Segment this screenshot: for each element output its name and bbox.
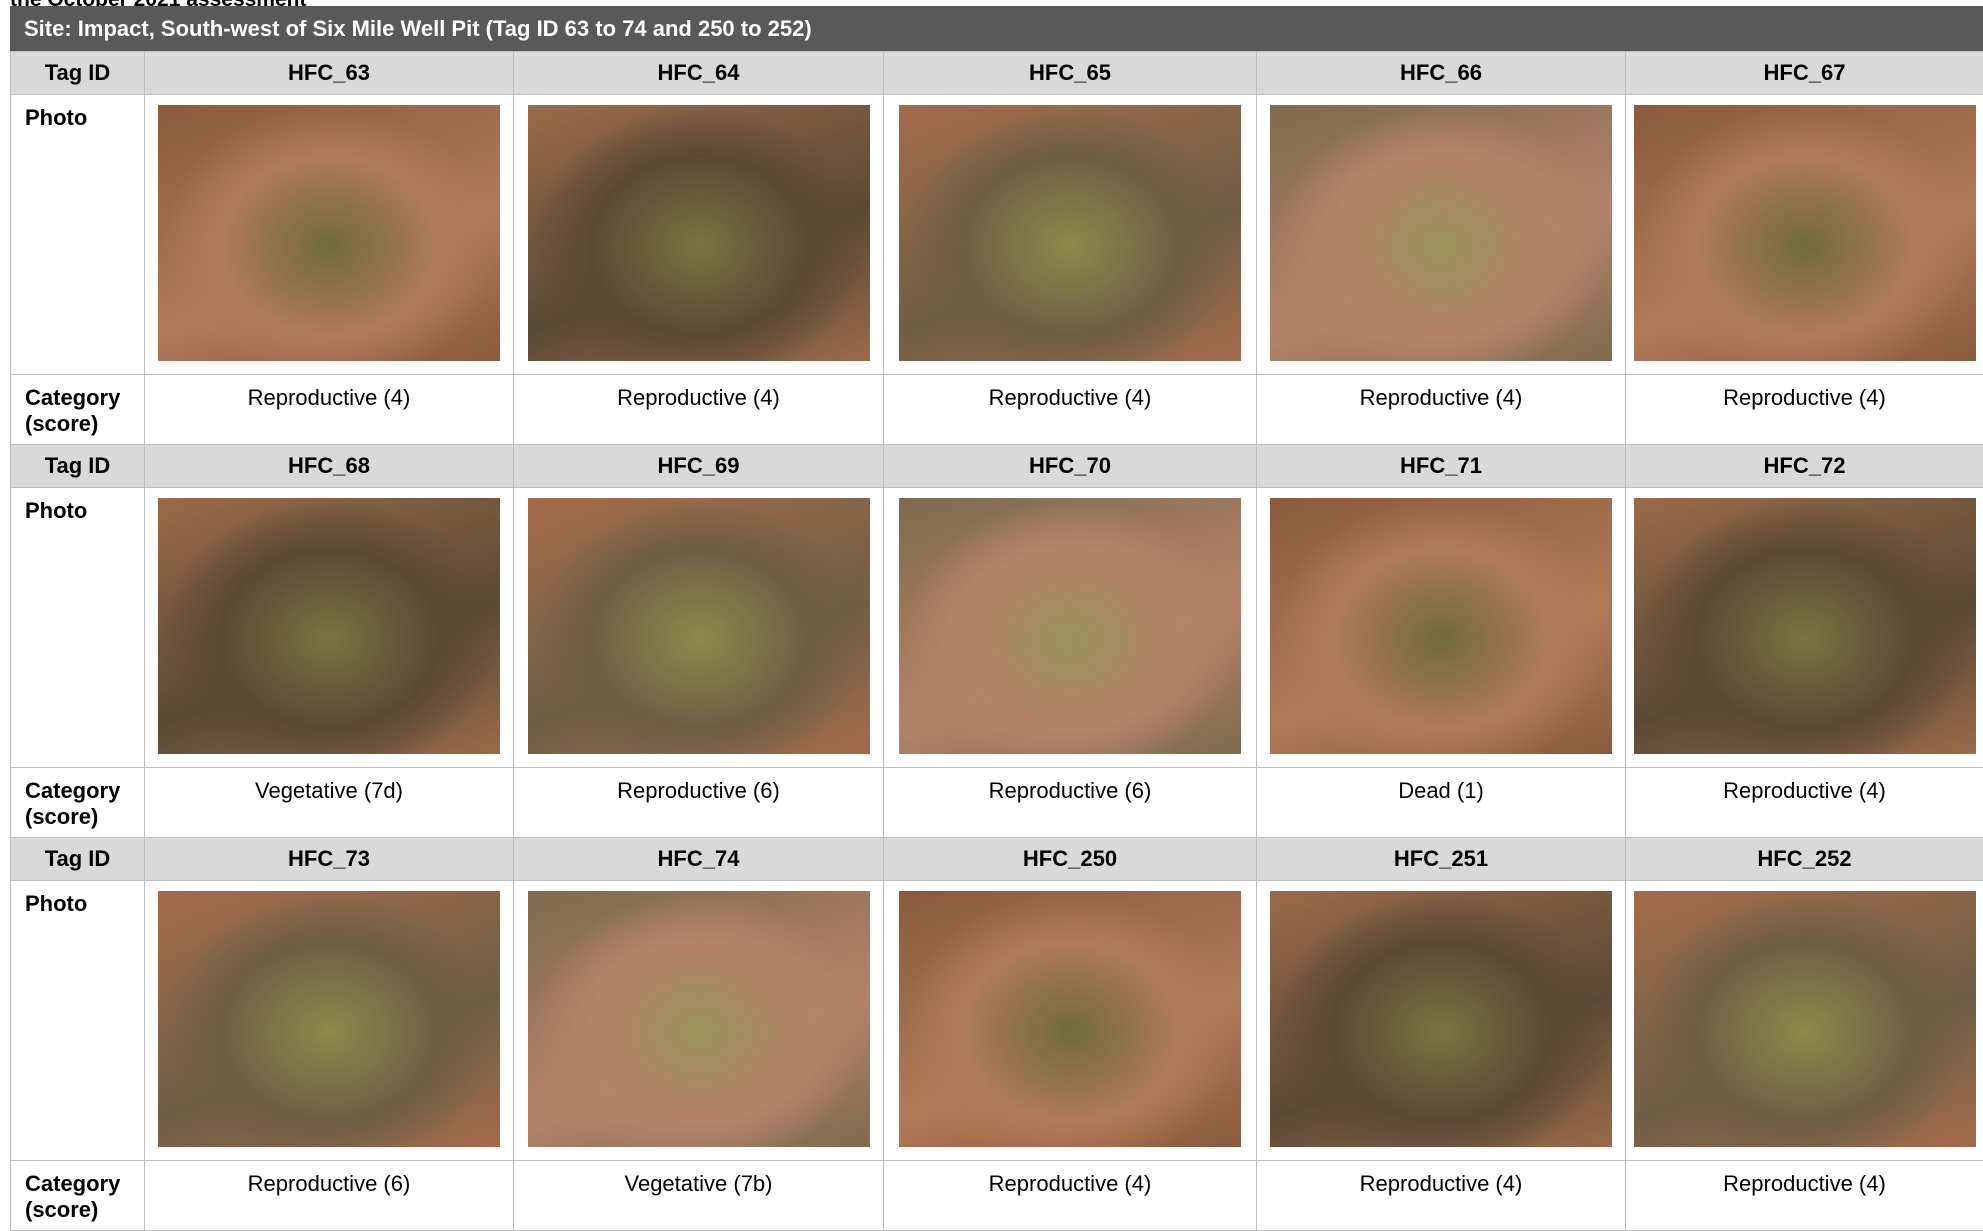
photo xyxy=(528,891,870,1147)
tag-id: HFC_71 xyxy=(1257,445,1626,488)
photo-cell xyxy=(514,95,884,375)
category-row: Category (score)Vegetative (7d)Reproduct… xyxy=(11,768,1983,838)
row-label: Photo xyxy=(11,881,145,1161)
row-label: Category (score) xyxy=(11,768,145,838)
photo-cell xyxy=(145,881,514,1161)
category: Reproductive (4) xyxy=(1626,1161,1983,1231)
category: Reproductive (6) xyxy=(145,1161,514,1231)
photo-row: Photo xyxy=(11,95,1983,375)
photo xyxy=(528,498,870,754)
category-row: Category (score)Reproductive (4)Reproduc… xyxy=(11,375,1983,445)
photo xyxy=(899,498,1241,754)
table-header: Site: Impact, South-west of Six Mile Wel… xyxy=(10,6,1983,51)
photo-row: Photo xyxy=(11,488,1983,768)
photo xyxy=(158,891,500,1147)
photo xyxy=(1270,105,1612,361)
category: Dead (1) xyxy=(1257,768,1626,838)
row-label: Category (score) xyxy=(11,1161,145,1231)
photo-cell xyxy=(514,488,884,768)
category: Vegetative (7d) xyxy=(145,768,514,838)
tag-id: HFC_250 xyxy=(884,838,1257,881)
photo-cell xyxy=(884,95,1257,375)
photo-cell xyxy=(884,881,1257,1161)
row-label: Tag ID xyxy=(11,838,145,881)
tag-id: HFC_68 xyxy=(145,445,514,488)
tag-id: HFC_67 xyxy=(1626,52,1983,95)
photo-cell xyxy=(1257,95,1626,375)
tag-id: HFC_69 xyxy=(514,445,884,488)
tag-id: HFC_252 xyxy=(1626,838,1983,881)
category-row: Category (score)Reproductive (6)Vegetati… xyxy=(11,1161,1983,1231)
category: Vegetative (7b) xyxy=(514,1161,884,1231)
category: Reproductive (4) xyxy=(1626,768,1983,838)
photo-cell xyxy=(1626,488,1983,768)
photo xyxy=(899,105,1241,361)
row-label: Photo xyxy=(11,95,145,375)
tag-id: HFC_251 xyxy=(1257,838,1626,881)
category: Reproductive (4) xyxy=(145,375,514,445)
tag-id: HFC_66 xyxy=(1257,52,1626,95)
tag-id: HFC_64 xyxy=(514,52,884,95)
photo xyxy=(1270,891,1612,1147)
row-label: Tag ID xyxy=(11,445,145,488)
photo xyxy=(158,498,500,754)
photo-cell xyxy=(1257,881,1626,1161)
category: Reproductive (4) xyxy=(1257,1161,1626,1231)
photo-cell xyxy=(884,488,1257,768)
photo xyxy=(1634,498,1976,754)
photo xyxy=(899,891,1241,1147)
tag-id: HFC_70 xyxy=(884,445,1257,488)
category: Reproductive (4) xyxy=(514,375,884,445)
category: Reproductive (4) xyxy=(884,375,1257,445)
category: Reproductive (6) xyxy=(514,768,884,838)
row-label: Photo xyxy=(11,488,145,768)
tag-id: HFC_63 xyxy=(145,52,514,95)
tag-id: HFC_74 xyxy=(514,838,884,881)
photo xyxy=(528,105,870,361)
page: the October 2021 assessment Site: Impact… xyxy=(0,0,1983,1195)
photo-cell xyxy=(145,488,514,768)
photo-cell xyxy=(1257,488,1626,768)
photo-cell xyxy=(1626,95,1983,375)
category: Reproductive (6) xyxy=(884,768,1257,838)
photo-cell xyxy=(1626,881,1983,1161)
photo-cell xyxy=(145,95,514,375)
tag-id: HFC_72 xyxy=(1626,445,1983,488)
category: Reproductive (4) xyxy=(1626,375,1983,445)
photo-row: Photo xyxy=(11,881,1983,1161)
tag-id: HFC_73 xyxy=(145,838,514,881)
category: Reproductive (4) xyxy=(884,1161,1257,1231)
photo xyxy=(1634,105,1976,361)
photo xyxy=(1634,891,1976,1147)
photo xyxy=(158,105,500,361)
row-label: Category (score) xyxy=(11,375,145,445)
row-label: Tag ID xyxy=(11,52,145,95)
photo-cell xyxy=(514,881,884,1161)
tag-id: HFC_65 xyxy=(884,52,1257,95)
category: Reproductive (4) xyxy=(1257,375,1626,445)
photo xyxy=(1270,498,1612,754)
